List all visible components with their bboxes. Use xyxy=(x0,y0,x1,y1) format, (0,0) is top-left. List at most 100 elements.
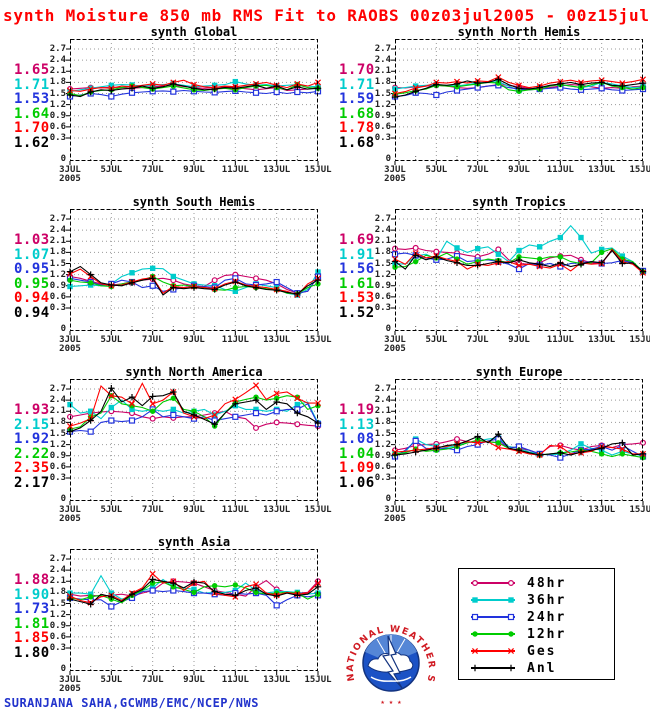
x-axis-label: 3JUL xyxy=(384,335,406,345)
logo-stars: ★ ★ ★ xyxy=(380,698,402,706)
stat-value-36hr: 2.15 xyxy=(14,416,50,433)
plot-frame xyxy=(395,39,643,161)
y-axis-label: 1.8 xyxy=(49,77,66,88)
x-axis-label: 13JUL xyxy=(588,335,616,345)
legend-item-ges: Ges xyxy=(469,643,556,659)
stat-value-12hr: 1.68 xyxy=(339,105,375,122)
series-markers-anl xyxy=(66,576,322,608)
series-markers-anl xyxy=(66,268,322,298)
stat-value-24hr: 1.08 xyxy=(339,431,375,448)
x-axis-year-label: 2005 xyxy=(59,514,81,524)
legend-sample-24hr xyxy=(471,613,515,621)
y-axis-label: 2.1 xyxy=(374,236,391,247)
stat-value-anl: 1.68 xyxy=(339,134,375,151)
y-axis-label: 1.5 xyxy=(49,258,66,269)
stat-value-24hr: 1.92 xyxy=(14,431,50,448)
legend-item-12hr: 12hr xyxy=(469,626,566,642)
x-axis-year-label: 2005 xyxy=(59,684,81,694)
x-axis-label: 15JUL xyxy=(304,335,332,345)
chart-north-america: synth North America 1.93 2.15 1.92 2.22 2.35 2… xyxy=(0,365,332,535)
y-axis-label: 1.8 xyxy=(374,417,391,428)
chart-stats: 1.70 1.71 1.59 1.68 1.78 1.68 xyxy=(339,63,389,151)
x-axis-label: 3JUL xyxy=(59,335,81,345)
stat-value-ges: 2.35 xyxy=(14,460,50,477)
x-axis-label: 13JUL xyxy=(588,165,616,175)
legend-item-48hr: 48hr xyxy=(469,575,566,591)
chart-stats: 1.19 1.13 1.08 1.04 1.09 1.06 xyxy=(339,403,389,491)
y-axis-label: 1.5 xyxy=(374,88,391,99)
chart-stats: 1.88 1.90 1.73 1.81 1.85 1.80 xyxy=(14,573,64,661)
y-axis-label: 1.2 xyxy=(49,609,66,620)
stat-value-12hr: 0.95 xyxy=(14,275,50,292)
plot-frame xyxy=(70,379,318,501)
chart-global: synth Global 1.65 1.71 1.53 1.64 1.70 1.62 2.7 2… xyxy=(0,25,332,195)
y-axis-label: 1.2 xyxy=(49,99,66,110)
y-axis-label: 2.7 xyxy=(49,384,66,394)
y-axis-zero-label: 0 xyxy=(60,664,66,674)
y-axis-label: 2.1 xyxy=(374,406,391,417)
y-axis-label: 1.8 xyxy=(49,247,66,258)
x-axis-label: 11JUL xyxy=(221,505,249,515)
x-axis-year-label: 2005 xyxy=(59,344,81,354)
y-axis-label: 0.3 xyxy=(374,473,391,483)
x-axis-label: 11JUL xyxy=(221,335,249,345)
x-axis-label: 13JUL xyxy=(263,165,291,175)
y-axis-label: 1.8 xyxy=(374,247,391,258)
x-axis-label: 15JUL xyxy=(629,505,650,515)
y-axis-label: 2.4 xyxy=(49,565,66,576)
y-axis-label: 1.2 xyxy=(374,99,391,110)
y-axis-label: 0.9 xyxy=(49,280,66,291)
x-axis-label: 9JUL xyxy=(183,165,205,175)
y-axis-label: 1.2 xyxy=(49,439,66,450)
chart-tropics: synth Tropics 1.69 1.91 1.56 1.61 1.53 1.52 2.7… xyxy=(325,195,650,365)
stat-value-36hr: 1.71 xyxy=(14,76,50,93)
stat-value-ges: 1.85 xyxy=(14,630,50,647)
x-axis-label: 7JUL xyxy=(141,335,164,345)
chart-stats: 1.65 1.71 1.53 1.64 1.70 1.62 xyxy=(14,63,64,151)
x-axis-label: 3JUL xyxy=(384,165,406,175)
y-axis-label: 1.5 xyxy=(49,598,66,609)
stat-value-anl: 1.52 xyxy=(339,304,375,321)
y-axis-label: 0.9 xyxy=(49,110,66,121)
x-axis-label: 9JUL xyxy=(183,505,205,515)
stat-value-24hr: 1.56 xyxy=(339,261,375,278)
chart-stats: 1.03 1.07 0.95 0.95 0.94 0.94 xyxy=(14,233,64,321)
y-axis-zero-label: 0 xyxy=(60,324,66,334)
legend-label: 36hr xyxy=(527,592,567,608)
chart-title: synth Europe xyxy=(475,365,563,379)
stat-value-anl: 1.06 xyxy=(339,474,375,491)
y-axis-label: 0.3 xyxy=(49,303,66,313)
stat-value-48hr: 1.70 xyxy=(339,62,375,78)
stat-value-ges: 1.09 xyxy=(339,460,375,477)
legend-item-anl: Anl xyxy=(469,660,556,676)
stat-value-24hr: 0.95 xyxy=(14,261,50,278)
y-axis-label: 1.5 xyxy=(49,88,66,99)
x-axis-label: 3JUL xyxy=(384,505,406,515)
x-axis-year-label: 2005 xyxy=(384,514,406,524)
y-axis-zero-label: 0 xyxy=(60,154,66,164)
chart-asia: synth Asia 1.88 1.90 1.73 1.81 1.85 1.80 2.7 2.4… xyxy=(0,535,332,705)
stat-value-12hr: 1.81 xyxy=(14,615,50,632)
x-axis-label: 3JUL xyxy=(59,675,81,685)
x-axis-year-label: 2005 xyxy=(59,174,81,184)
y-axis-label: 2.4 xyxy=(49,225,66,236)
legend-label: Ges xyxy=(527,643,557,659)
legend-sample-36hr xyxy=(471,597,515,603)
y-axis-label: 2.4 xyxy=(49,395,66,406)
chart-title: synth Asia xyxy=(157,535,231,549)
stat-value-36hr: 1.90 xyxy=(14,586,50,603)
x-axis-label: 9JUL xyxy=(183,675,205,685)
y-axis-label: 2.7 xyxy=(374,214,391,224)
stat-value-12hr: 1.64 xyxy=(14,105,50,122)
y-axis-label: 2.4 xyxy=(49,55,66,66)
stat-value-ges: 1.70 xyxy=(14,120,50,137)
series-markers-anl xyxy=(391,252,647,275)
y-axis-label: 2.1 xyxy=(49,66,66,77)
plot-area xyxy=(391,39,647,165)
y-axis-zero-label: 0 xyxy=(385,494,391,504)
stat-value-anl: 0.94 xyxy=(14,304,50,321)
y-axis-label: 0.6 xyxy=(49,121,66,132)
x-axis-year-label: 2005 xyxy=(384,344,406,354)
plot-area xyxy=(66,549,322,675)
x-axis-label: 9JUL xyxy=(183,335,205,345)
